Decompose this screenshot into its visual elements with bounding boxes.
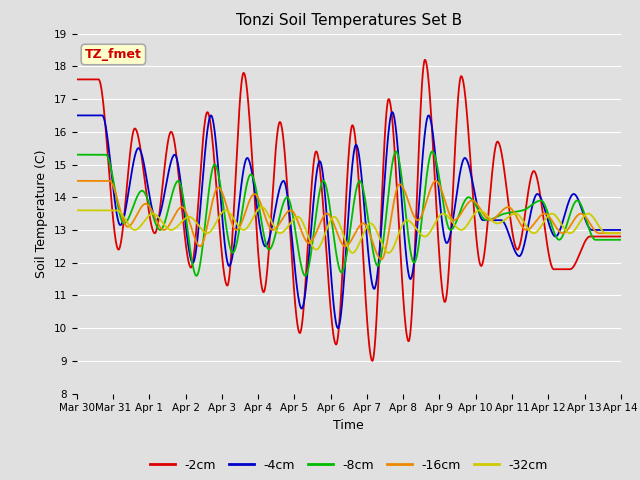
X-axis label: Time: Time xyxy=(333,419,364,432)
Legend: -2cm, -4cm, -8cm, -16cm, -32cm: -2cm, -4cm, -8cm, -16cm, -32cm xyxy=(145,454,553,477)
Y-axis label: Soil Temperature (C): Soil Temperature (C) xyxy=(35,149,48,278)
Title: Tonzi Soil Temperatures Set B: Tonzi Soil Temperatures Set B xyxy=(236,13,462,28)
Text: TZ_fmet: TZ_fmet xyxy=(85,48,142,61)
